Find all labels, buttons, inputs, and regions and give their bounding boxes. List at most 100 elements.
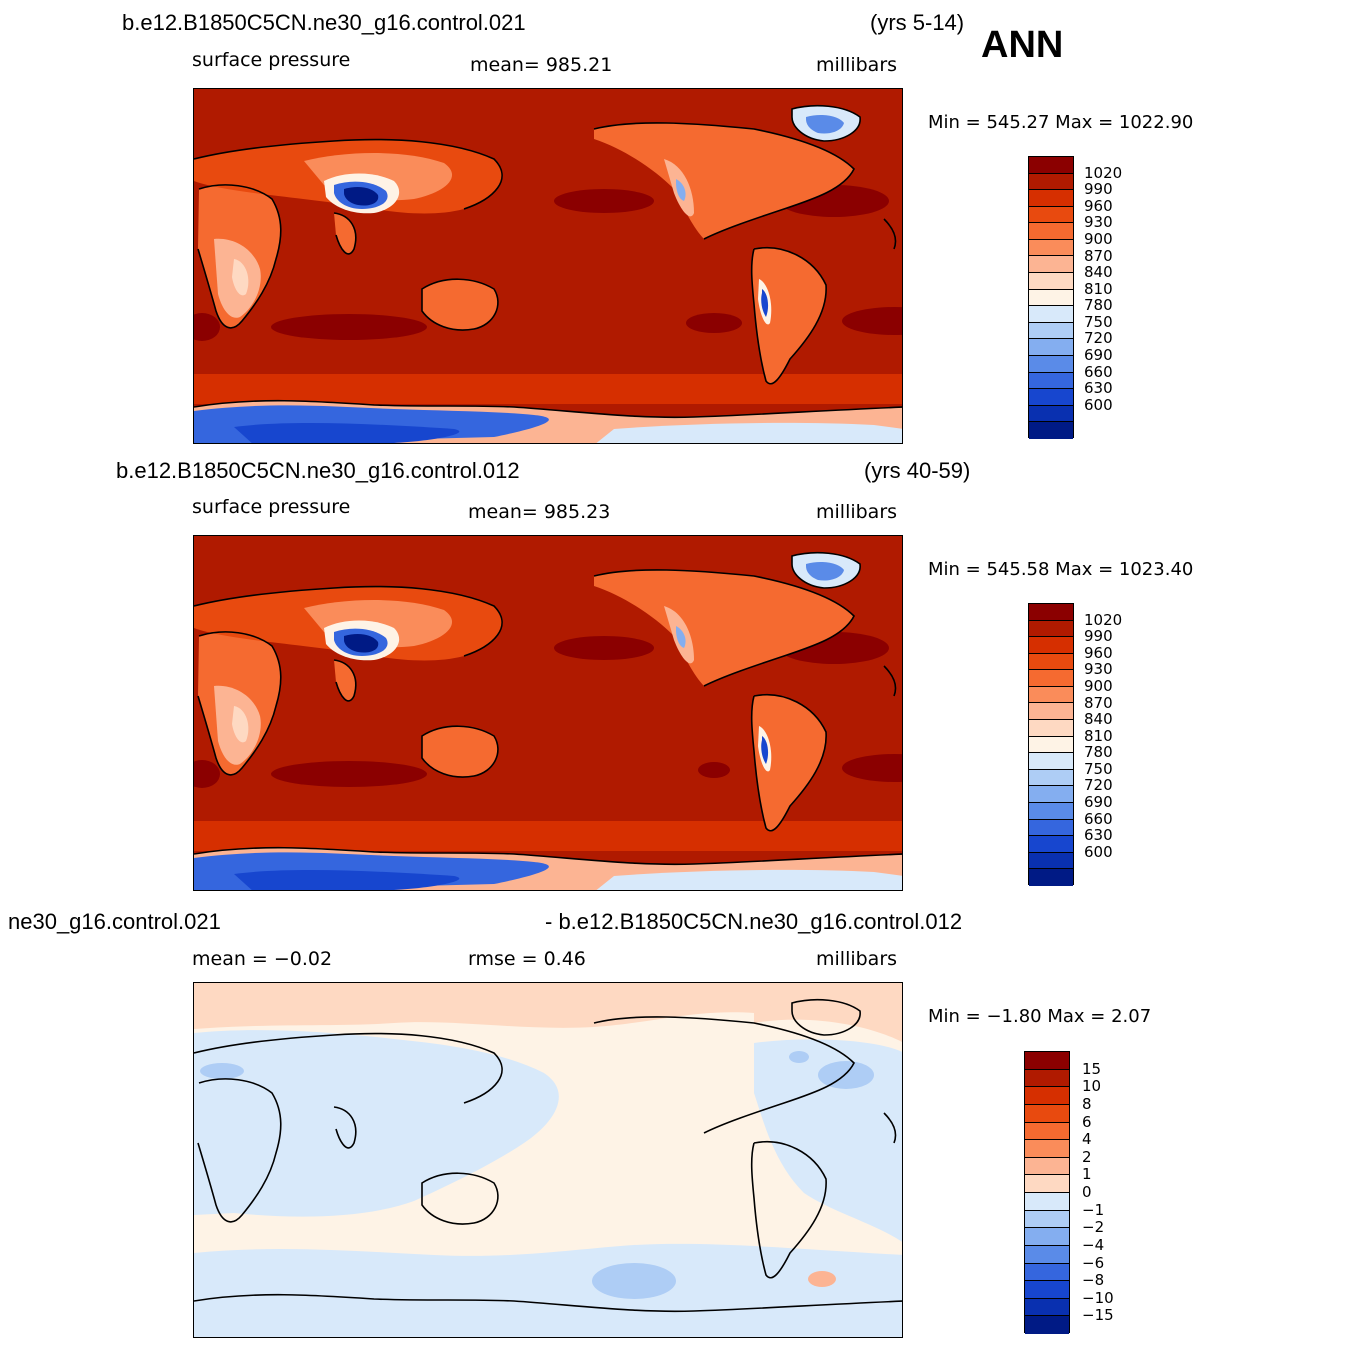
colorbar-swatch <box>1029 670 1073 687</box>
panel3-colorbar <box>1024 1051 1070 1334</box>
panel2-years: (yrs 40-59) <box>864 458 971 483</box>
panel1-minmax: Min = 545.27 Max = 1022.90 <box>928 112 1194 133</box>
colorbar-label: −10 <box>1082 1288 1114 1307</box>
colorbar-swatch <box>1025 1228 1069 1246</box>
colorbar-swatch <box>1029 736 1073 754</box>
panel3-case-right: - b.e12.B1850C5CN.ne30_g16.control.012 <box>545 909 963 934</box>
panel3-map-svg <box>194 983 902 1337</box>
panel1-years: (yrs 5-14) <box>870 10 965 35</box>
colorbar-label: 750 <box>1084 759 1113 778</box>
panel1-units: millibars <box>816 54 898 76</box>
colorbar-label: 900 <box>1084 676 1113 695</box>
panel2-mean: mean= 985.23 <box>468 501 611 523</box>
colorbar-label: −6 <box>1082 1253 1105 1272</box>
colorbar-label: 15 <box>1082 1059 1102 1078</box>
colorbar-swatch <box>1029 869 1073 886</box>
colorbar-label: 630 <box>1084 826 1113 845</box>
colorbar-label: 720 <box>1084 329 1113 348</box>
colorbar-swatch <box>1029 637 1073 654</box>
colorbar-swatch <box>1025 1210 1069 1229</box>
colorbar-swatch <box>1029 157 1073 174</box>
colorbar-label: 660 <box>1084 362 1113 381</box>
colorbar-swatch <box>1025 1052 1069 1070</box>
colorbar-label: 930 <box>1084 213 1113 232</box>
panel1-case-title: b.e12.B1850C5CN.ne30_g16.control.021 <box>122 10 526 35</box>
colorbar-swatch <box>1025 1298 1069 1317</box>
colorbar-label: 6 <box>1082 1112 1092 1131</box>
colorbar-label: 0 <box>1082 1183 1092 1201</box>
colorbar-swatch <box>1029 819 1073 837</box>
colorbar-label: 1 <box>1082 1165 1092 1184</box>
panel2-variable: surface pressure <box>192 496 351 518</box>
colorbar-swatch <box>1029 322 1073 340</box>
colorbar-label: 960 <box>1084 196 1113 215</box>
panel1-variable: surface pressure <box>192 49 351 71</box>
colorbar-label: 780 <box>1084 743 1113 762</box>
colorbar-label: 870 <box>1084 693 1113 712</box>
colorbar-label: 720 <box>1084 776 1113 795</box>
colorbar-swatch <box>1029 190 1073 207</box>
colorbar-swatch <box>1029 223 1073 240</box>
colorbar-swatch <box>1029 653 1073 671</box>
colorbar-swatch <box>1025 1281 1069 1299</box>
colorbar-label: 600 <box>1084 395 1113 414</box>
colorbar-swatch <box>1025 1175 1069 1193</box>
colorbar-label: 780 <box>1084 296 1113 315</box>
colorbar-swatch <box>1025 1193 1069 1211</box>
colorbar-label: 750 <box>1084 312 1113 331</box>
colorbar-label: 8 <box>1082 1094 1092 1113</box>
colorbar-label: 690 <box>1084 346 1113 365</box>
colorbar-swatch <box>1029 256 1073 274</box>
colorbar-label: 810 <box>1084 726 1113 745</box>
colorbar-swatch <box>1025 1316 1069 1334</box>
colorbar-swatch <box>1029 836 1073 853</box>
panel1-colorbar <box>1028 156 1074 439</box>
panel3-rmse: rmse = 0.46 <box>468 948 586 970</box>
colorbar-label: 4 <box>1082 1130 1092 1149</box>
colorbar-swatch <box>1025 1122 1069 1141</box>
colorbar-label: −8 <box>1082 1271 1105 1290</box>
panel1-mean: mean= 985.21 <box>470 54 613 76</box>
colorbar-swatch <box>1025 1157 1069 1176</box>
colorbar-swatch <box>1029 422 1073 439</box>
panel2-case-title: b.e12.B1850C5CN.ne30_g16.control.012 <box>116 458 520 483</box>
colorbar-label: 840 <box>1084 710 1113 729</box>
colorbar-label: 900 <box>1084 229 1113 248</box>
colorbar-swatch <box>1029 306 1073 323</box>
colorbar-label: 10 <box>1082 1077 1102 1096</box>
colorbar-label: 1020 <box>1084 610 1123 629</box>
colorbar-swatch <box>1029 753 1073 770</box>
colorbar-swatch <box>1029 620 1073 638</box>
colorbar-swatch <box>1029 703 1073 721</box>
colorbar-swatch <box>1025 1263 1069 1282</box>
colorbar-label: 600 <box>1084 842 1113 861</box>
colorbar-swatch <box>1029 355 1073 373</box>
colorbar-label: −15 <box>1082 1306 1114 1325</box>
panel2-minmax: Min = 545.58 Max = 1023.40 <box>928 559 1194 580</box>
colorbar-label: 1020 <box>1084 163 1123 182</box>
panel3-map <box>193 982 903 1338</box>
colorbar-label: 930 <box>1084 660 1113 679</box>
colorbar-label: 870 <box>1084 246 1113 265</box>
panel3-mean: mean = −0.02 <box>192 948 333 970</box>
colorbar-label: 840 <box>1084 263 1113 282</box>
colorbar-swatch <box>1029 720 1073 737</box>
colorbar-swatch <box>1029 206 1073 224</box>
colorbar-label: 990 <box>1084 180 1113 199</box>
colorbar-swatch <box>1029 173 1073 191</box>
colorbar-label: 2 <box>1082 1147 1092 1166</box>
colorbar-swatch <box>1025 1087 1069 1105</box>
colorbar-label: 990 <box>1084 627 1113 646</box>
colorbar-swatch <box>1029 786 1073 803</box>
colorbar-label: 660 <box>1084 809 1113 828</box>
panel3-minmax: Min = −1.80 Max = 2.07 <box>928 1006 1152 1027</box>
colorbar-swatch <box>1029 802 1073 820</box>
colorbar-swatch <box>1029 769 1073 787</box>
colorbar-swatch <box>1029 372 1073 390</box>
panel2-map <box>193 535 903 891</box>
season-label: ANN <box>981 24 1064 66</box>
colorbar-swatch <box>1025 1140 1069 1158</box>
colorbar-label: 630 <box>1084 379 1113 398</box>
colorbar-swatch <box>1029 239 1073 257</box>
panel3-units: millibars <box>816 948 898 970</box>
